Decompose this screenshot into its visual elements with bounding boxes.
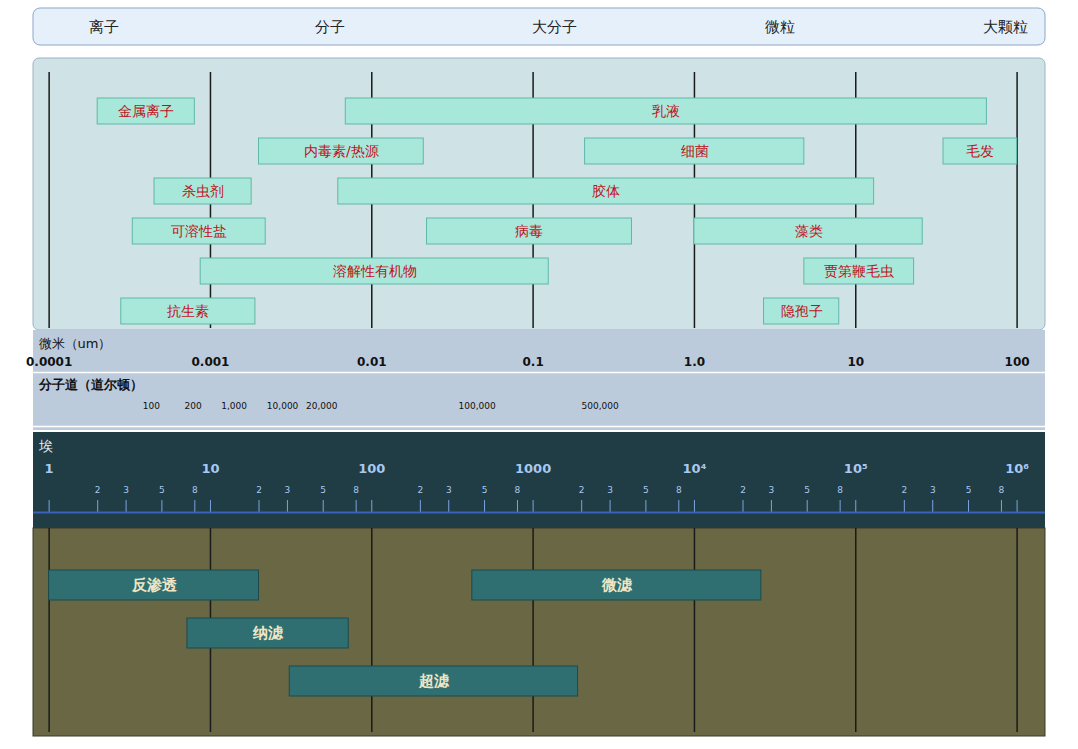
svg-text:埃: 埃: [38, 438, 53, 454]
svg-text:3: 3: [123, 485, 129, 495]
svg-text:1: 1: [45, 461, 54, 476]
svg-text:1000: 1000: [515, 461, 551, 476]
svg-text:大颗粒: 大颗粒: [983, 18, 1028, 36]
svg-text:10: 10: [201, 461, 219, 476]
svg-text:8: 8: [192, 485, 198, 495]
svg-text:金属离子: 金属离子: [118, 103, 174, 119]
svg-text:3: 3: [285, 485, 291, 495]
svg-text:3: 3: [446, 485, 452, 495]
svg-text:200: 200: [184, 401, 201, 411]
svg-text:10: 10: [847, 355, 864, 369]
svg-text:藻类: 藻类: [795, 223, 823, 239]
svg-text:5: 5: [966, 485, 972, 495]
svg-text:5: 5: [159, 485, 165, 495]
svg-text:分子: 分子: [315, 18, 345, 36]
svg-text:5: 5: [804, 485, 810, 495]
svg-text:2: 2: [95, 485, 101, 495]
svg-text:纳滤: 纳滤: [252, 624, 284, 642]
svg-text:2: 2: [740, 485, 746, 495]
svg-text:抗生素: 抗生素: [167, 303, 209, 319]
svg-text:细菌: 细菌: [681, 143, 709, 159]
svg-text:3: 3: [769, 485, 775, 495]
svg-text:10,000: 10,000: [267, 401, 299, 411]
svg-text:3: 3: [930, 485, 936, 495]
svg-text:离子: 离子: [89, 18, 119, 36]
svg-text:乳液: 乳液: [652, 103, 680, 119]
svg-text:8: 8: [837, 485, 843, 495]
svg-text:100: 100: [1005, 355, 1030, 369]
svg-text:5: 5: [643, 485, 649, 495]
svg-text:0.001: 0.001: [191, 355, 229, 369]
svg-text:100: 100: [358, 461, 385, 476]
svg-text:贾第鞭毛虫: 贾第鞭毛虫: [824, 263, 894, 279]
svg-text:100: 100: [143, 401, 160, 411]
svg-text:超滤: 超滤: [418, 672, 450, 690]
svg-text:0.0001: 0.0001: [26, 355, 72, 369]
svg-text:微米（um）: 微米（um）: [39, 336, 112, 351]
svg-text:0.01: 0.01: [357, 355, 387, 369]
svg-text:0.1: 0.1: [522, 355, 543, 369]
svg-text:病毒: 病毒: [515, 223, 543, 239]
svg-text:杀虫剂: 杀虫剂: [182, 183, 224, 199]
svg-text:5: 5: [482, 485, 488, 495]
svg-text:8: 8: [515, 485, 521, 495]
svg-text:20,000: 20,000: [306, 401, 338, 411]
svg-text:8: 8: [353, 485, 359, 495]
svg-text:隐孢子: 隐孢子: [781, 303, 823, 319]
svg-text:胶体: 胶体: [592, 183, 620, 199]
svg-text:1.0: 1.0: [684, 355, 705, 369]
svg-text:溶解性有机物: 溶解性有机物: [333, 263, 417, 279]
svg-text:2: 2: [901, 485, 907, 495]
svg-text:5: 5: [320, 485, 326, 495]
svg-text:反渗透: 反渗透: [131, 576, 178, 594]
svg-text:大分子: 大分子: [532, 18, 577, 36]
svg-text:可溶性盐: 可溶性盐: [171, 223, 227, 239]
svg-text:内毒素/热源: 内毒素/热源: [304, 143, 379, 159]
svg-text:10⁶: 10⁶: [1005, 461, 1029, 476]
svg-text:微粒: 微粒: [765, 18, 795, 36]
svg-text:微滤: 微滤: [601, 576, 633, 594]
svg-text:100,000: 100,000: [459, 401, 496, 411]
svg-text:毛发: 毛发: [966, 143, 994, 159]
svg-text:10⁴: 10⁴: [683, 461, 707, 476]
svg-text:2: 2: [256, 485, 262, 495]
svg-text:10⁵: 10⁵: [844, 461, 868, 476]
svg-text:分子道（道尔顿）: 分子道（道尔顿）: [38, 377, 143, 392]
svg-text:2: 2: [579, 485, 585, 495]
svg-text:2: 2: [417, 485, 423, 495]
svg-text:1,000: 1,000: [221, 401, 247, 411]
svg-text:3: 3: [607, 485, 613, 495]
svg-text:8: 8: [676, 485, 682, 495]
svg-text:8: 8: [999, 485, 1005, 495]
svg-text:500,000: 500,000: [581, 401, 618, 411]
